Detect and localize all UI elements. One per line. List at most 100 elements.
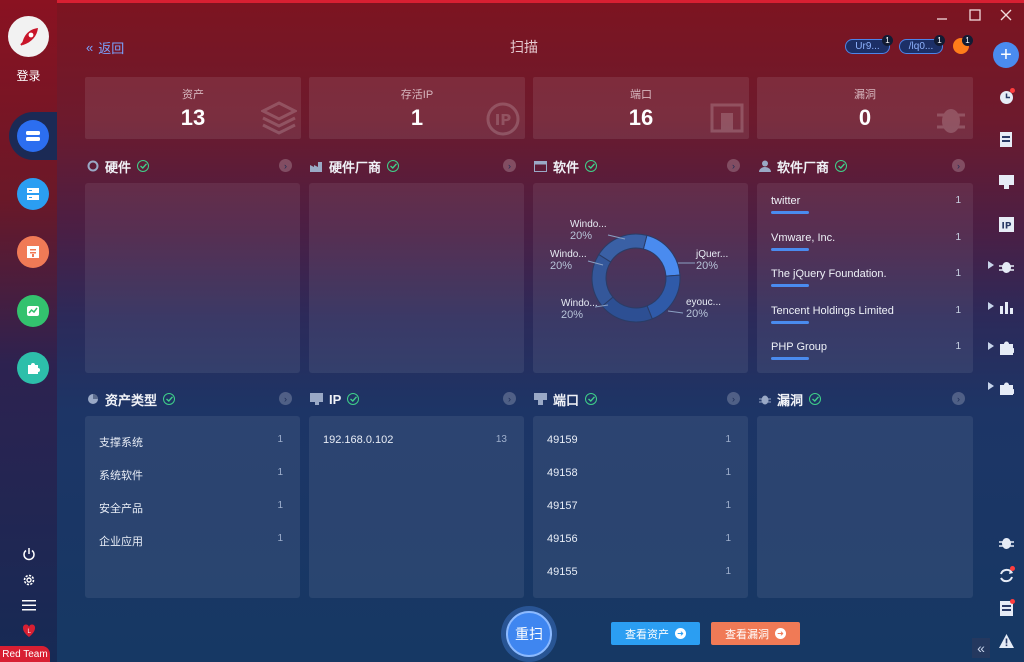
shield-heart-icon[interactable]: L [20, 622, 38, 640]
vendor-name: PHP Group [771, 341, 828, 353]
section-hardware-vendor-title: 硬件厂商 [329, 159, 382, 175]
stat-live-ip-value: 1 [410, 105, 424, 130]
ip-icon[interactable]: IP [997, 215, 1015, 233]
hardware-icon [86, 160, 99, 173]
check-circle-icon [387, 160, 400, 172]
sidebar-item-plugin[interactable] [17, 352, 49, 384]
app-logo[interactable] [8, 16, 49, 57]
bar-chart-icon[interactable] [997, 298, 1015, 316]
session-pill-2[interactable]: /lq0... [899, 39, 943, 54]
sidebar-item-asset[interactable] [9, 112, 57, 160]
monitor-screen-icon[interactable] [997, 173, 1015, 191]
hardware-panel [85, 183, 300, 373]
list-item-count: 1 [725, 533, 731, 544]
asset-type-more-button[interactable]: › [279, 392, 292, 405]
view-vulns-button[interactable]: 查看漏洞 ➜ [711, 622, 800, 645]
list-item[interactable]: 49157 1 [547, 500, 731, 516]
list-item[interactable]: 安全产品 1 [99, 500, 283, 516]
rescan-button[interactable]: 重扫 [501, 606, 557, 662]
warning-icon[interactable] [997, 632, 1015, 650]
clock-icon[interactable] [997, 88, 1015, 106]
bug-scan-icon[interactable] [997, 533, 1015, 551]
window-icon [534, 160, 547, 173]
refresh-icon[interactable] [997, 566, 1015, 584]
section-port-header: 端口 [534, 390, 598, 408]
report-icon [17, 236, 49, 268]
donut-slice[interactable] [601, 296, 653, 323]
puzzle-icon [17, 352, 49, 384]
session-pill-1[interactable]: Ur9... [845, 39, 890, 54]
back-button[interactable]: « 返回 [86, 38, 124, 57]
stat-assets-label: 资产 [182, 89, 204, 101]
user-icon [758, 160, 771, 173]
donut-slice[interactable] [598, 233, 648, 263]
vendor-bar [771, 357, 809, 360]
vuln-more-button[interactable]: › [952, 392, 965, 405]
caret-right-icon [988, 342, 994, 350]
menu-icon[interactable] [20, 596, 38, 614]
ip-more-button[interactable]: › [503, 392, 516, 405]
puzzle-group-icon[interactable] [997, 378, 1015, 396]
hardware-vendor-more-button[interactable]: › [503, 159, 516, 172]
vendor-row[interactable]: twitter 1 [771, 195, 961, 225]
puzzle-icon[interactable] [997, 338, 1015, 356]
gear-icon[interactable] [20, 571, 38, 589]
donut-slice[interactable] [642, 234, 681, 277]
vendor-row[interactable]: Tencent Holdings Limited 1 [771, 305, 961, 335]
section-software-vendor-header: 软件厂商 [758, 157, 848, 175]
list-item[interactable]: 49155 1 [547, 566, 731, 582]
donut-label-1-pct: 20% [686, 308, 709, 320]
maximize-icon[interactable] [967, 7, 983, 23]
document-icon[interactable] [997, 130, 1015, 148]
section-asset-type-header: 资产类型 [86, 390, 176, 408]
list-item[interactable]: 系统软件 1 [99, 467, 283, 483]
svg-text:IP: IP [495, 111, 512, 129]
close-icon[interactable] [998, 7, 1014, 23]
sidebar-item-server[interactable] [17, 178, 49, 210]
donut-label-1: eyouc... 20% [686, 297, 721, 320]
vendor-count: 1 [955, 305, 961, 316]
vendor-row[interactable]: The jQuery Foundation. 1 [771, 268, 961, 298]
vendor-row[interactable]: Vmware, Inc. 1 [771, 232, 961, 262]
view-vulns-label: 查看漏洞 [725, 628, 769, 641]
hardware-more-button[interactable]: › [279, 159, 292, 172]
list-item-name: 49156 [547, 533, 578, 545]
login-link[interactable]: 登录 [16, 69, 41, 83]
list-item[interactable]: 企业应用 1 [99, 533, 283, 549]
stat-ports-label: 端口 [630, 89, 652, 101]
minimize-icon[interactable] [934, 7, 950, 23]
vendor-row[interactable]: PHP Group 1 [771, 341, 961, 371]
view-assets-label: 查看资产 [625, 628, 669, 641]
vendor-count: 1 [955, 195, 961, 206]
software-more-button[interactable]: › [727, 159, 740, 172]
software-vendor-more-button[interactable]: › [952, 159, 965, 172]
list-item-count: 13 [495, 434, 507, 445]
chevron-right-icon: › [284, 160, 287, 171]
collapse-sidebar-button[interactable]: « [972, 638, 990, 658]
vuln-panel [757, 416, 973, 598]
list-item[interactable]: 49158 1 [547, 467, 731, 483]
chevron-right-icon: › [284, 393, 287, 404]
list-item[interactable]: 支撑系统 1 [99, 434, 283, 450]
view-assets-button[interactable]: 查看资产 ➜ [611, 622, 700, 645]
caret-right-icon [988, 382, 994, 390]
add-icon[interactable]: + [993, 42, 1019, 68]
monitor-icon [17, 295, 49, 327]
pie-icon [86, 393, 99, 406]
stat-vulns: 漏洞 0 [757, 77, 973, 139]
port-more-button[interactable]: › [727, 392, 740, 405]
donut-label-4-pct: 20% [570, 230, 593, 242]
flame-badge: 1 [962, 35, 973, 46]
bug-icon[interactable] [997, 257, 1015, 275]
caret-right-icon [988, 302, 994, 310]
check-circle-icon [835, 160, 848, 172]
log-notification-dot [1010, 599, 1015, 604]
list-item[interactable]: 192.168.0.102 13 [323, 434, 507, 450]
list-item[interactable]: 49159 1 [547, 434, 731, 450]
power-icon[interactable] [20, 545, 38, 563]
sidebar-item-monitor[interactable] [17, 295, 49, 327]
list-item[interactable]: 49156 1 [547, 533, 731, 549]
section-hardware-title: 硬件 [105, 159, 132, 175]
sidebar-item-report[interactable] [17, 236, 49, 268]
log-icon[interactable] [997, 599, 1015, 617]
